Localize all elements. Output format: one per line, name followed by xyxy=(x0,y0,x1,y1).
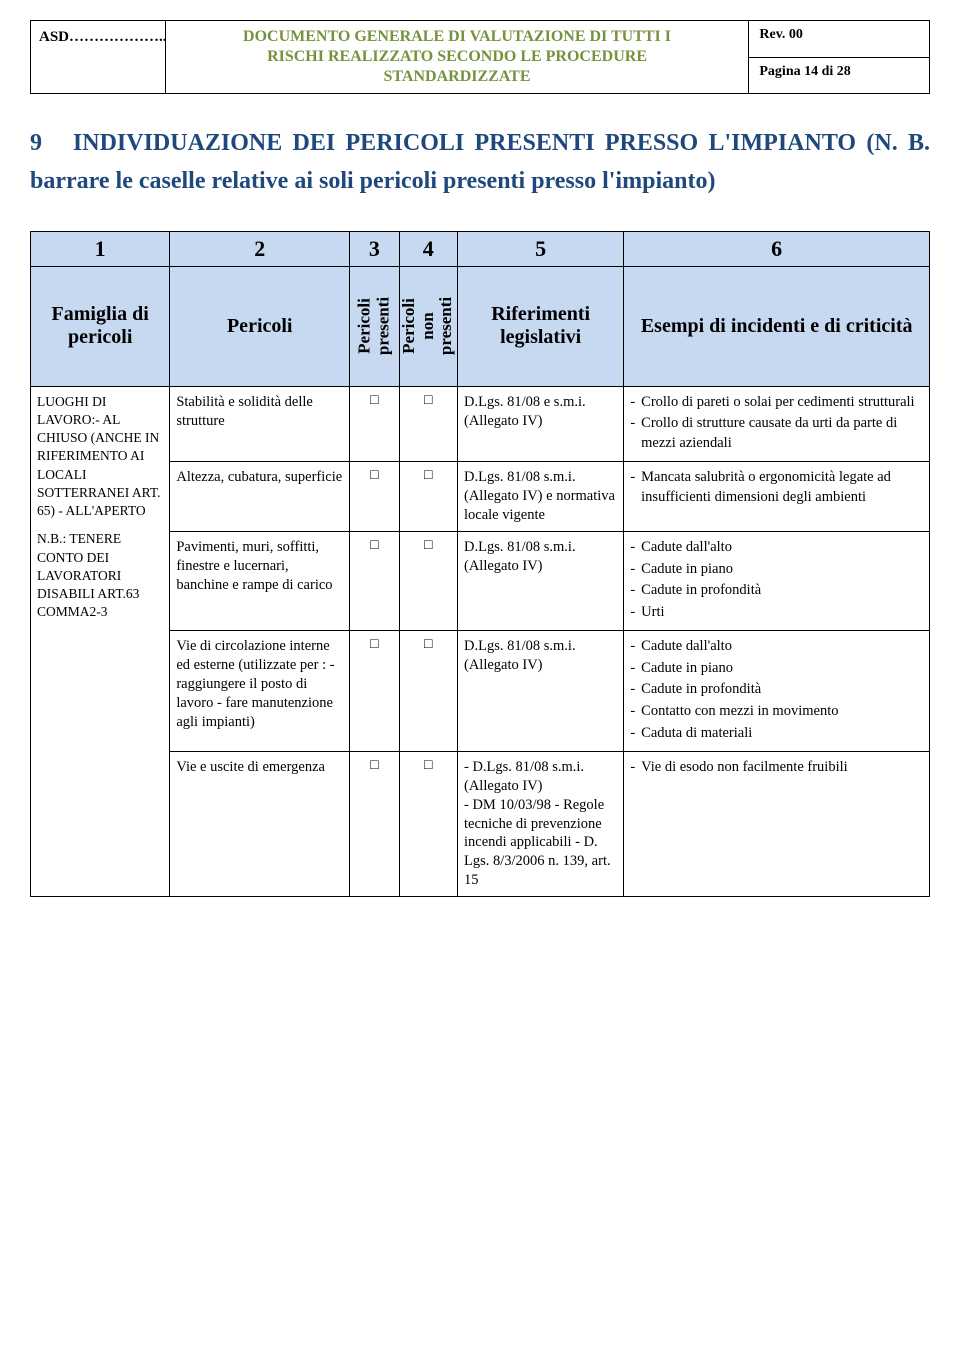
org-cell: ASD……………….. xyxy=(31,21,166,93)
riferimenti-cell: D.Lgs. 81/08 s.m.i. (Allegato IV) xyxy=(458,532,624,631)
esempio-item: Contatto con mezzi in movimento xyxy=(641,702,838,722)
esempi-cell: -Cadute dall'alto -Cadute in piano -Cadu… xyxy=(624,631,930,752)
pericoli-cell: Altezza, cubatura, superficie xyxy=(170,462,350,532)
col-header-non-presenti-label: Pericolinonpresenti xyxy=(400,297,456,355)
esempio-item: Mancata salubrità o ergonomicità legate … xyxy=(641,468,923,507)
family-text-2: N.B.: TENERE CONTO DEI LAVORATORI DISABI… xyxy=(37,530,163,621)
pericoli-presenti-checkbox[interactable]: □ xyxy=(350,532,399,631)
doc-title-line2: RISCHI REALIZZATO SECONDO LE PROCEDURE xyxy=(176,47,739,67)
riferimenti-cell: - D.Lgs. 81/08 s.m.i. (Allegato IV) - DM… xyxy=(458,752,624,897)
riferimenti-cell: D.Lgs. 81/08 e s.m.i. (Allegato IV) xyxy=(458,386,624,462)
doc-title-line3: STANDARDIZZATE xyxy=(176,67,739,87)
family-cell: LUOGHI DI LAVORO:- AL CHIUSO (ANCHE IN R… xyxy=(31,386,170,896)
colnum-3: 3 xyxy=(350,231,399,266)
pericoli-non-presenti-checkbox[interactable]: □ xyxy=(399,386,457,462)
col-header-presenti-label: Pericolipresenti xyxy=(356,297,393,355)
pericoli-cell: Vie di circolazione interne ed esterne (… xyxy=(170,631,350,752)
riferimenti-cell: D.Lgs. 81/08 s.m.i. (Allegato IV) e norm… xyxy=(458,462,624,532)
column-header-row: Famiglia di pericoli Pericoli Pericolipr… xyxy=(31,266,930,386)
esempio-item: Cadute in profondità xyxy=(641,581,761,601)
col-header-riferimenti: Riferimenti legislativi xyxy=(458,266,624,386)
section-number: 9 xyxy=(30,130,42,156)
esempio-item: Crollo di pareti o solai per cedimenti s… xyxy=(641,393,914,413)
doc-meta-cell: Rev. 00 Pagina 14 di 28 xyxy=(749,21,929,93)
col-header-pericoli: Pericoli xyxy=(170,266,350,386)
hazard-table: 1 2 3 4 5 6 Famiglia di pericoli Pericol… xyxy=(30,231,930,897)
esempio-item: Cadute in piano xyxy=(641,659,733,679)
esempio-item: Cadute dall'alto xyxy=(641,637,732,657)
pericoli-non-presenti-checkbox[interactable]: □ xyxy=(399,532,457,631)
pericoli-cell: Stabilità e solidità delle strutture xyxy=(170,386,350,462)
colnum-1: 1 xyxy=(31,231,170,266)
esempi-cell: -Cadute dall'alto -Cadute in piano -Cadu… xyxy=(624,532,930,631)
pericoli-non-presenti-checkbox[interactable]: □ xyxy=(399,752,457,897)
col-header-esempi: Esempi di incidenti e di criticità xyxy=(624,266,930,386)
revision: Rev. 00 xyxy=(749,21,929,58)
pericoli-presenti-checkbox[interactable]: □ xyxy=(350,631,399,752)
esempio-item: Vie di esodo non facilmente fruibili xyxy=(641,758,848,778)
esempio-item: Urti xyxy=(641,603,664,623)
col-header-non-presenti: Pericolinonpresenti xyxy=(399,266,457,386)
riferimenti-cell: D.Lgs. 81/08 s.m.i. (Allegato IV) xyxy=(458,631,624,752)
section-title: 9 INDIVIDUAZIONE DEI PERICOLI PRESENTI P… xyxy=(30,124,930,201)
section-title-main: INDIVIDUAZIONE DEI PERICOLI PRESENTI PRE… xyxy=(73,130,856,156)
col-header-family: Famiglia di pericoli xyxy=(31,266,170,386)
column-number-row: 1 2 3 4 5 6 xyxy=(31,231,930,266)
esempio-item: Crollo di strutture causate da urti da p… xyxy=(641,414,923,453)
esempi-cell: -Crollo di pareti o solai per cedimenti … xyxy=(624,386,930,462)
pericoli-presenti-checkbox[interactable]: □ xyxy=(350,752,399,897)
pericoli-cell: Vie e uscite di emergenza xyxy=(170,752,350,897)
pericoli-non-presenti-checkbox[interactable]: □ xyxy=(399,462,457,532)
colnum-2: 2 xyxy=(170,231,350,266)
doc-title-line1: DOCUMENTO GENERALE DI VALUTAZIONE DI TUT… xyxy=(176,27,739,47)
esempi-cell: -Vie di esodo non facilmente fruibili xyxy=(624,752,930,897)
pericoli-presenti-checkbox[interactable]: □ xyxy=(350,386,399,462)
colnum-5: 5 xyxy=(458,231,624,266)
org-name: ASD……………….. xyxy=(39,29,167,46)
colnum-4: 4 xyxy=(399,231,457,266)
esempio-item: Cadute dall'alto xyxy=(641,538,732,558)
doc-title-cell: DOCUMENTO GENERALE DI VALUTAZIONE DI TUT… xyxy=(166,21,750,93)
family-text-1: LUOGHI DI LAVORO:- AL CHIUSO (ANCHE IN R… xyxy=(37,393,163,521)
esempio-item: Cadute in profondità xyxy=(641,680,761,700)
colnum-6: 6 xyxy=(624,231,930,266)
pericoli-cell: Pavimenti, muri, soffitti, finestre e lu… xyxy=(170,532,350,631)
doc-header: ASD……………….. DOCUMENTO GENERALE DI VALUTA… xyxy=(30,20,930,94)
esempi-cell: -Mancata salubrità o ergonomicità legate… xyxy=(624,462,930,532)
table-row: LUOGHI DI LAVORO:- AL CHIUSO (ANCHE IN R… xyxy=(31,386,930,462)
col-header-presenti: Pericolipresenti xyxy=(350,266,399,386)
esempio-item: Caduta di materiali xyxy=(641,724,752,744)
page-number: Pagina 14 di 28 xyxy=(749,58,929,94)
esempio-item: Cadute in piano xyxy=(641,560,733,580)
pericoli-non-presenti-checkbox[interactable]: □ xyxy=(399,631,457,752)
pericoli-presenti-checkbox[interactable]: □ xyxy=(350,462,399,532)
